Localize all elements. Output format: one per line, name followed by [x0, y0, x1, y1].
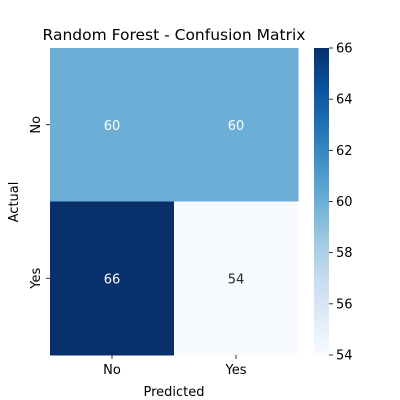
y-axis-label: Actual [7, 182, 22, 223]
colorbar-tick-label: 64 [336, 93, 353, 108]
y-tick-label: Yes [29, 268, 44, 290]
colorbar-tick-label: 66 [336, 42, 353, 57]
colorbar-tick-label: 62 [336, 144, 353, 159]
colorbar-tick-label: 58 [336, 246, 353, 261]
heatmap-cell [50, 201, 175, 356]
colorbar-tick-label: 56 [336, 297, 353, 312]
x-axis-label: Predicted [143, 385, 204, 400]
heatmap-cell [174, 48, 299, 202]
cell-value-label: 60 [104, 119, 121, 134]
heatmap-cell [50, 48, 175, 202]
x-tick-label: Yes [225, 363, 247, 378]
cell-value-label: 66 [104, 272, 121, 287]
colorbar [314, 48, 329, 355]
cell-value-label: 54 [228, 272, 245, 287]
heatmap-cell [174, 201, 299, 356]
x-tick-label: No [103, 363, 121, 378]
cell-value-label: 60 [228, 119, 245, 134]
colorbar-tick-label: 60 [336, 195, 353, 210]
y-axis-ticks: No Yes [29, 116, 50, 290]
x-axis-ticks: No Yes [103, 355, 247, 378]
chart-title: Random Forest - Confusion Matrix [43, 26, 306, 44]
cell-value-labels: 60 60 66 54 [104, 119, 245, 288]
colorbar-ticks: 54 56 58 60 62 64 66 [329, 42, 353, 364]
colorbar-tick-label: 54 [336, 349, 353, 364]
heatmap-cells [50, 48, 299, 356]
y-tick-label: No [29, 116, 44, 134]
